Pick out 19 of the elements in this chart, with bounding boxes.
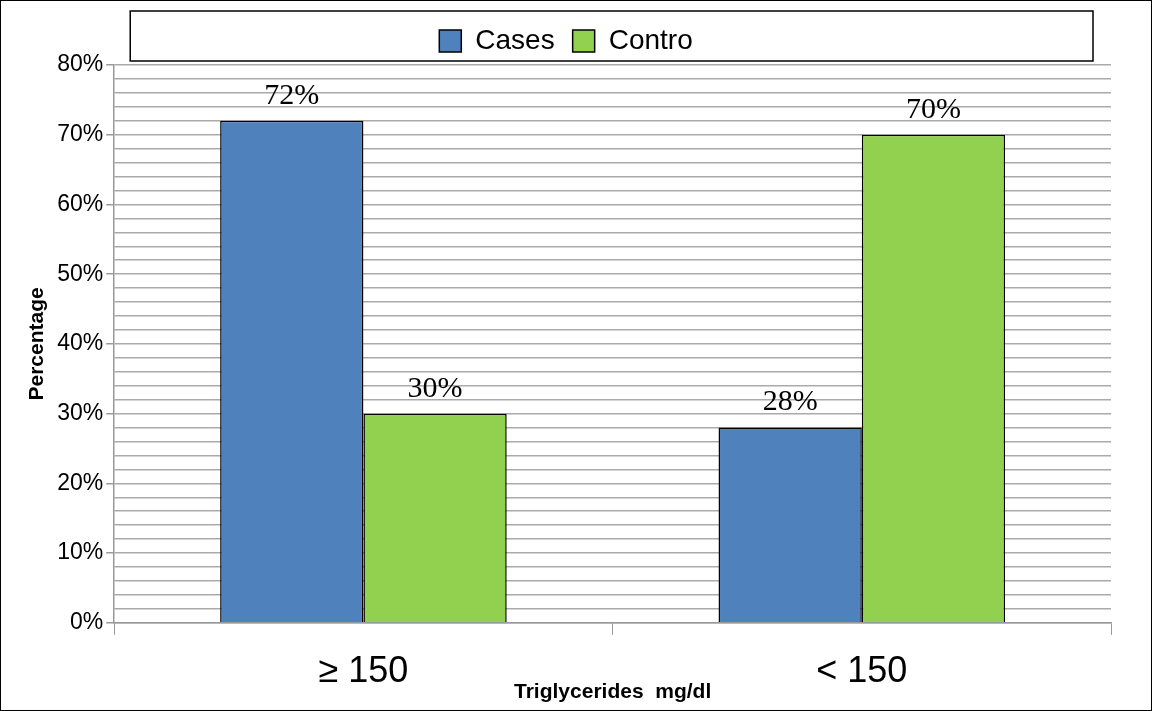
y-tick-label: 40% bbox=[57, 329, 104, 356]
legend-label: Cases bbox=[475, 23, 555, 55]
y-axis-title: Percentage bbox=[24, 287, 48, 401]
legend-label: Contro bbox=[608, 23, 693, 55]
x-tick-label: ≥ 150 bbox=[318, 649, 409, 691]
y-tick-label: 60% bbox=[57, 189, 104, 216]
y-tick-label: 50% bbox=[57, 259, 104, 286]
data-label: 70% bbox=[905, 90, 961, 124]
y-tick-label: 10% bbox=[57, 538, 104, 565]
data-label: 28% bbox=[762, 383, 818, 417]
data-label: 72% bbox=[264, 76, 320, 110]
x-tick-label: < 150 bbox=[816, 649, 908, 691]
y-tick-label: 0% bbox=[69, 608, 104, 635]
x-axis-title: Triglycerides mg/dl bbox=[514, 678, 712, 702]
y-tick-label: 70% bbox=[57, 120, 104, 147]
y-tick-label: 20% bbox=[57, 468, 104, 495]
y-tick-label: 80% bbox=[57, 50, 104, 77]
y-tick-label: 30% bbox=[57, 398, 104, 425]
data-label: 30% bbox=[407, 369, 463, 403]
